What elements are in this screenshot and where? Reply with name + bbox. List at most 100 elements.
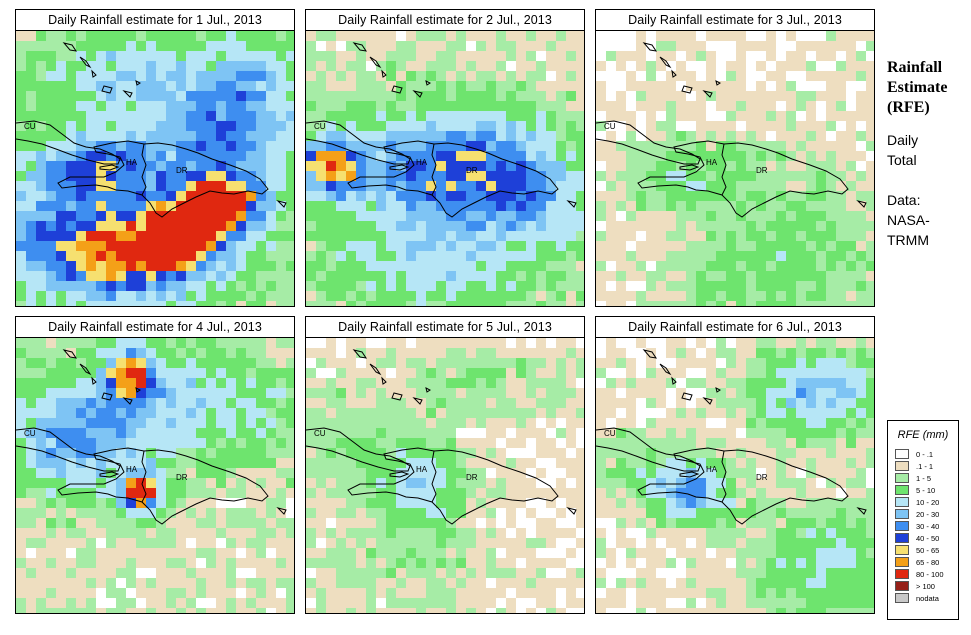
rainfall-cell — [596, 121, 606, 131]
rainfall-cell — [306, 498, 316, 508]
rainfall-cell — [356, 31, 366, 41]
rainfall-cell — [46, 538, 56, 548]
rainfall-cell — [496, 388, 506, 398]
rainfall-cell — [346, 131, 356, 141]
rainfall-cell — [766, 348, 776, 358]
rainfall-cell — [146, 161, 156, 171]
rainfall-cell — [276, 211, 286, 221]
rainfall-cell — [686, 578, 696, 588]
rainfall-cell — [76, 151, 86, 161]
rainfall-cell — [426, 111, 436, 121]
rainfall-cell — [816, 211, 826, 221]
rainfall-cell — [706, 291, 716, 301]
rainfall-cell — [486, 201, 496, 211]
rainfall-cell — [56, 448, 66, 458]
rainfall-cell — [446, 378, 456, 388]
rainfall-cell — [546, 528, 556, 538]
rainfall-cell — [606, 558, 616, 568]
rainfall-cell — [186, 211, 196, 221]
rainfall-cell — [626, 211, 636, 221]
rainfall-cell — [496, 291, 506, 301]
rainfall-cell — [456, 61, 466, 71]
rainfall-cell — [456, 161, 466, 171]
rainfall-cell — [756, 201, 766, 211]
rainfall-cell — [206, 428, 216, 438]
rainfall-cell — [546, 378, 556, 388]
rainfall-cell — [496, 428, 506, 438]
rainfall-cell — [776, 368, 786, 378]
rainfall-cell — [386, 271, 396, 281]
rainfall-cell — [676, 388, 686, 398]
rainfall-cell — [36, 301, 46, 306]
rainfall-cell — [656, 161, 666, 171]
rainfall-cell — [526, 101, 536, 111]
rainfall-cell — [146, 121, 156, 131]
rainfall-cell — [36, 51, 46, 61]
rainfall-cell — [166, 528, 176, 538]
rainfall-cell — [486, 438, 496, 448]
rainfall-cell — [356, 181, 366, 191]
rainfall-cell — [336, 408, 346, 418]
rainfall-cell — [306, 418, 316, 428]
rainfall-cell — [36, 578, 46, 588]
rainfall-cell — [806, 201, 816, 211]
rainfall-cell — [286, 478, 294, 488]
rainfall-cell — [576, 498, 584, 508]
rainfall-cell — [476, 528, 486, 538]
rainfall-cell — [446, 458, 456, 468]
rainfall-cell — [816, 558, 826, 568]
rainfall-panel-jul-1: Daily Rainfall estimate for 1 Jul., 2013… — [15, 9, 295, 307]
rainfall-cell — [466, 141, 476, 151]
rainfall-cell — [826, 171, 836, 181]
rainfall-cell — [556, 458, 566, 468]
rainfall-cell — [826, 141, 836, 151]
rainfall-cell — [236, 31, 246, 41]
rainfall-cell — [46, 201, 56, 211]
rainfall-cell — [136, 191, 146, 201]
rainfall-cell — [266, 368, 276, 378]
rainfall-cell — [346, 338, 356, 348]
rainfall-cell — [346, 468, 356, 478]
rainfall-cell — [616, 141, 626, 151]
rainfall-cell — [616, 378, 626, 388]
rainfall-cell — [16, 548, 26, 558]
rainfall-cell — [156, 161, 166, 171]
rainfall-cell — [796, 388, 806, 398]
rainfall-cell — [146, 458, 156, 468]
rainfall-cell — [376, 508, 386, 518]
rainfall-cell — [266, 61, 276, 71]
rainfall-cell — [676, 101, 686, 111]
rainfall-cell — [466, 61, 476, 71]
rainfall-cell — [476, 41, 486, 51]
rainfall-cell — [266, 598, 276, 608]
rainfall-cell — [16, 31, 26, 41]
rainfall-cell — [846, 448, 856, 458]
rainfall-cell — [126, 438, 136, 448]
rainfall-cell — [496, 161, 506, 171]
rainfall-cell — [536, 568, 546, 578]
rainfall-cell — [346, 528, 356, 538]
rainfall-cell — [156, 428, 166, 438]
rainfall-cell — [136, 231, 146, 241]
rainfall-cell — [756, 368, 766, 378]
rainfall-cell — [536, 101, 546, 111]
rainfall-cell — [216, 51, 226, 61]
rainfall-cell — [26, 528, 36, 538]
rainfall-cell — [346, 161, 356, 171]
rainfall-cell — [86, 558, 96, 568]
rainfall-cell — [466, 161, 476, 171]
rainfall-cell — [816, 458, 826, 468]
rainfall-cell — [126, 61, 136, 71]
rainfall-cell — [196, 41, 206, 51]
rainfall-cell — [816, 348, 826, 358]
rainfall-cell — [776, 498, 786, 508]
rainfall-cell — [116, 348, 126, 358]
rainfall-cell — [756, 301, 766, 306]
rainfall-cell — [656, 398, 666, 408]
rainfall-cell — [166, 91, 176, 101]
coastline — [596, 427, 701, 472]
rainfall-cell — [256, 291, 266, 301]
rainfall-cell — [356, 101, 366, 111]
rainfall-cell — [766, 241, 776, 251]
rainfall-cell — [116, 241, 126, 251]
